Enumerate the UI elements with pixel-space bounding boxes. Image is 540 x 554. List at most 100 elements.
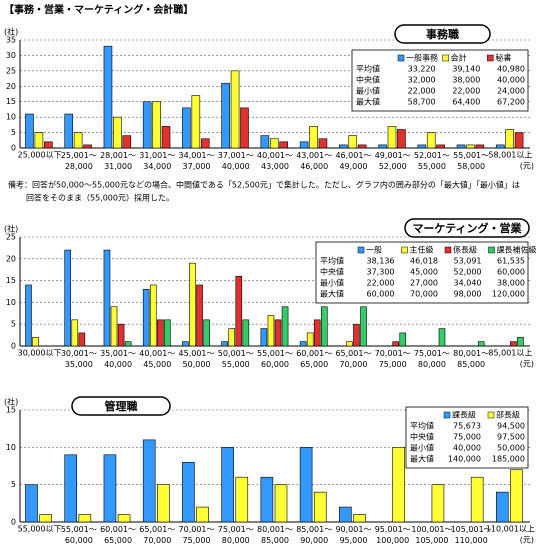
bar	[182, 461, 195, 523]
stats-value: 67,200	[497, 98, 525, 107]
bar	[64, 113, 74, 149]
stats-box	[405, 406, 529, 469]
bar	[397, 129, 406, 149]
y-unit: (社)	[4, 224, 18, 234]
legend-label: 部長級	[496, 410, 520, 420]
bar	[103, 45, 113, 149]
title-box	[71, 396, 171, 416]
stats-value: 52,000	[454, 268, 482, 277]
bar	[353, 323, 360, 347]
bar	[203, 319, 210, 347]
bar	[399, 332, 407, 347]
legend-label: 課長補佐級	[497, 245, 537, 255]
chart-title: マーケティング・営業	[412, 221, 522, 235]
bar	[477, 341, 485, 347]
legend-swatch	[442, 54, 449, 62]
stats-label: 中央値	[356, 75, 380, 85]
stats-label: 最小値	[356, 86, 380, 96]
stats-value: 140,000	[448, 455, 481, 464]
bar	[182, 341, 189, 347]
bar	[103, 454, 117, 523]
bar	[117, 323, 125, 347]
bar	[44, 141, 53, 149]
bar	[348, 135, 358, 149]
x-tick-label: 75,001～ 80,000	[414, 349, 450, 369]
bar	[360, 306, 367, 347]
y-tick-label: 5	[11, 480, 16, 489]
x-tick-label: 40,001～ 43,000	[257, 151, 293, 171]
bar	[339, 506, 352, 523]
bar	[378, 144, 387, 149]
stats-value: 22,000	[452, 87, 480, 96]
stats-label: 中央値	[320, 267, 344, 277]
stats-value: 98,000	[454, 290, 482, 299]
y-tick-label: 15	[6, 97, 16, 106]
x-tick-label: 55,000以下	[18, 525, 62, 534]
stats-value: 75,000	[453, 433, 481, 442]
bar	[221, 447, 234, 523]
stats-value: 50,000	[497, 444, 525, 453]
stats-box	[351, 49, 529, 112]
y-unit: (社)	[4, 27, 18, 37]
x-tick-label: 31,001～ 34,000	[139, 151, 175, 171]
x-tick-label: 30,000以下	[18, 349, 62, 358]
bar	[339, 144, 348, 149]
stats-value: 22,000	[408, 87, 436, 96]
stats-label: 最小値	[320, 278, 344, 288]
stats-label: 最大値	[356, 97, 380, 107]
bar	[242, 319, 250, 347]
bar	[267, 315, 275, 347]
bar	[495, 491, 509, 523]
note-line: 回答をそのまま（55,000元）採用した。	[26, 193, 174, 203]
bar	[64, 454, 78, 523]
bar	[78, 514, 92, 523]
stats-value: 60,000	[367, 290, 395, 299]
bar	[318, 138, 328, 149]
bar	[189, 262, 196, 347]
bar	[157, 484, 170, 523]
x-tick-label: 50,001～ 55,000	[218, 349, 254, 369]
x-unit: (元)	[520, 360, 534, 369]
bar	[34, 132, 44, 149]
bar	[299, 341, 307, 347]
y-tick-label: 0	[11, 144, 16, 153]
x-unit: (元)	[520, 162, 534, 171]
x-tick-label: 49,001～ 52,000	[375, 151, 411, 171]
bar	[456, 144, 466, 149]
stats-value: 32,000	[408, 76, 436, 85]
stats-value: 40,000	[497, 76, 525, 85]
x-tick-label: 37,001～ 40,000	[218, 151, 254, 171]
bar	[78, 332, 86, 347]
bar	[269, 138, 279, 149]
legend-swatch	[443, 411, 451, 419]
page-title: 【事務・営業・マーケティング・会計職】	[4, 3, 193, 16]
chart-title: 事務職	[426, 27, 459, 41]
bar	[196, 506, 209, 523]
bar	[103, 249, 111, 347]
x-tick-label: 25,000以下	[18, 151, 62, 160]
bar	[260, 328, 268, 347]
bar	[299, 141, 309, 149]
stats-value: 24,000	[497, 87, 525, 96]
stats-value: 38,000	[497, 279, 525, 288]
stats-label: 平均値	[410, 421, 434, 431]
y-tick-label: 20	[6, 254, 16, 263]
stats-value: 46,018	[410, 257, 438, 266]
stats-value: 185,000	[492, 455, 525, 464]
bar	[281, 306, 289, 347]
y-tick-label: 0	[11, 342, 16, 351]
y-tick-label: 15	[6, 276, 16, 285]
bar	[113, 116, 122, 149]
bar	[83, 144, 92, 149]
bar	[279, 141, 289, 149]
x-tick-label: 34,001～ 37,000	[179, 151, 215, 171]
stats-value: 75,673	[453, 422, 481, 431]
bar	[306, 332, 314, 347]
bar	[73, 132, 83, 149]
bar	[320, 306, 328, 347]
x-tick-label: 85,001以上	[488, 349, 532, 358]
bar	[152, 101, 161, 149]
stats-value: 97,500	[497, 433, 525, 442]
y-tick-label: 25	[6, 233, 16, 242]
bar	[182, 107, 191, 149]
